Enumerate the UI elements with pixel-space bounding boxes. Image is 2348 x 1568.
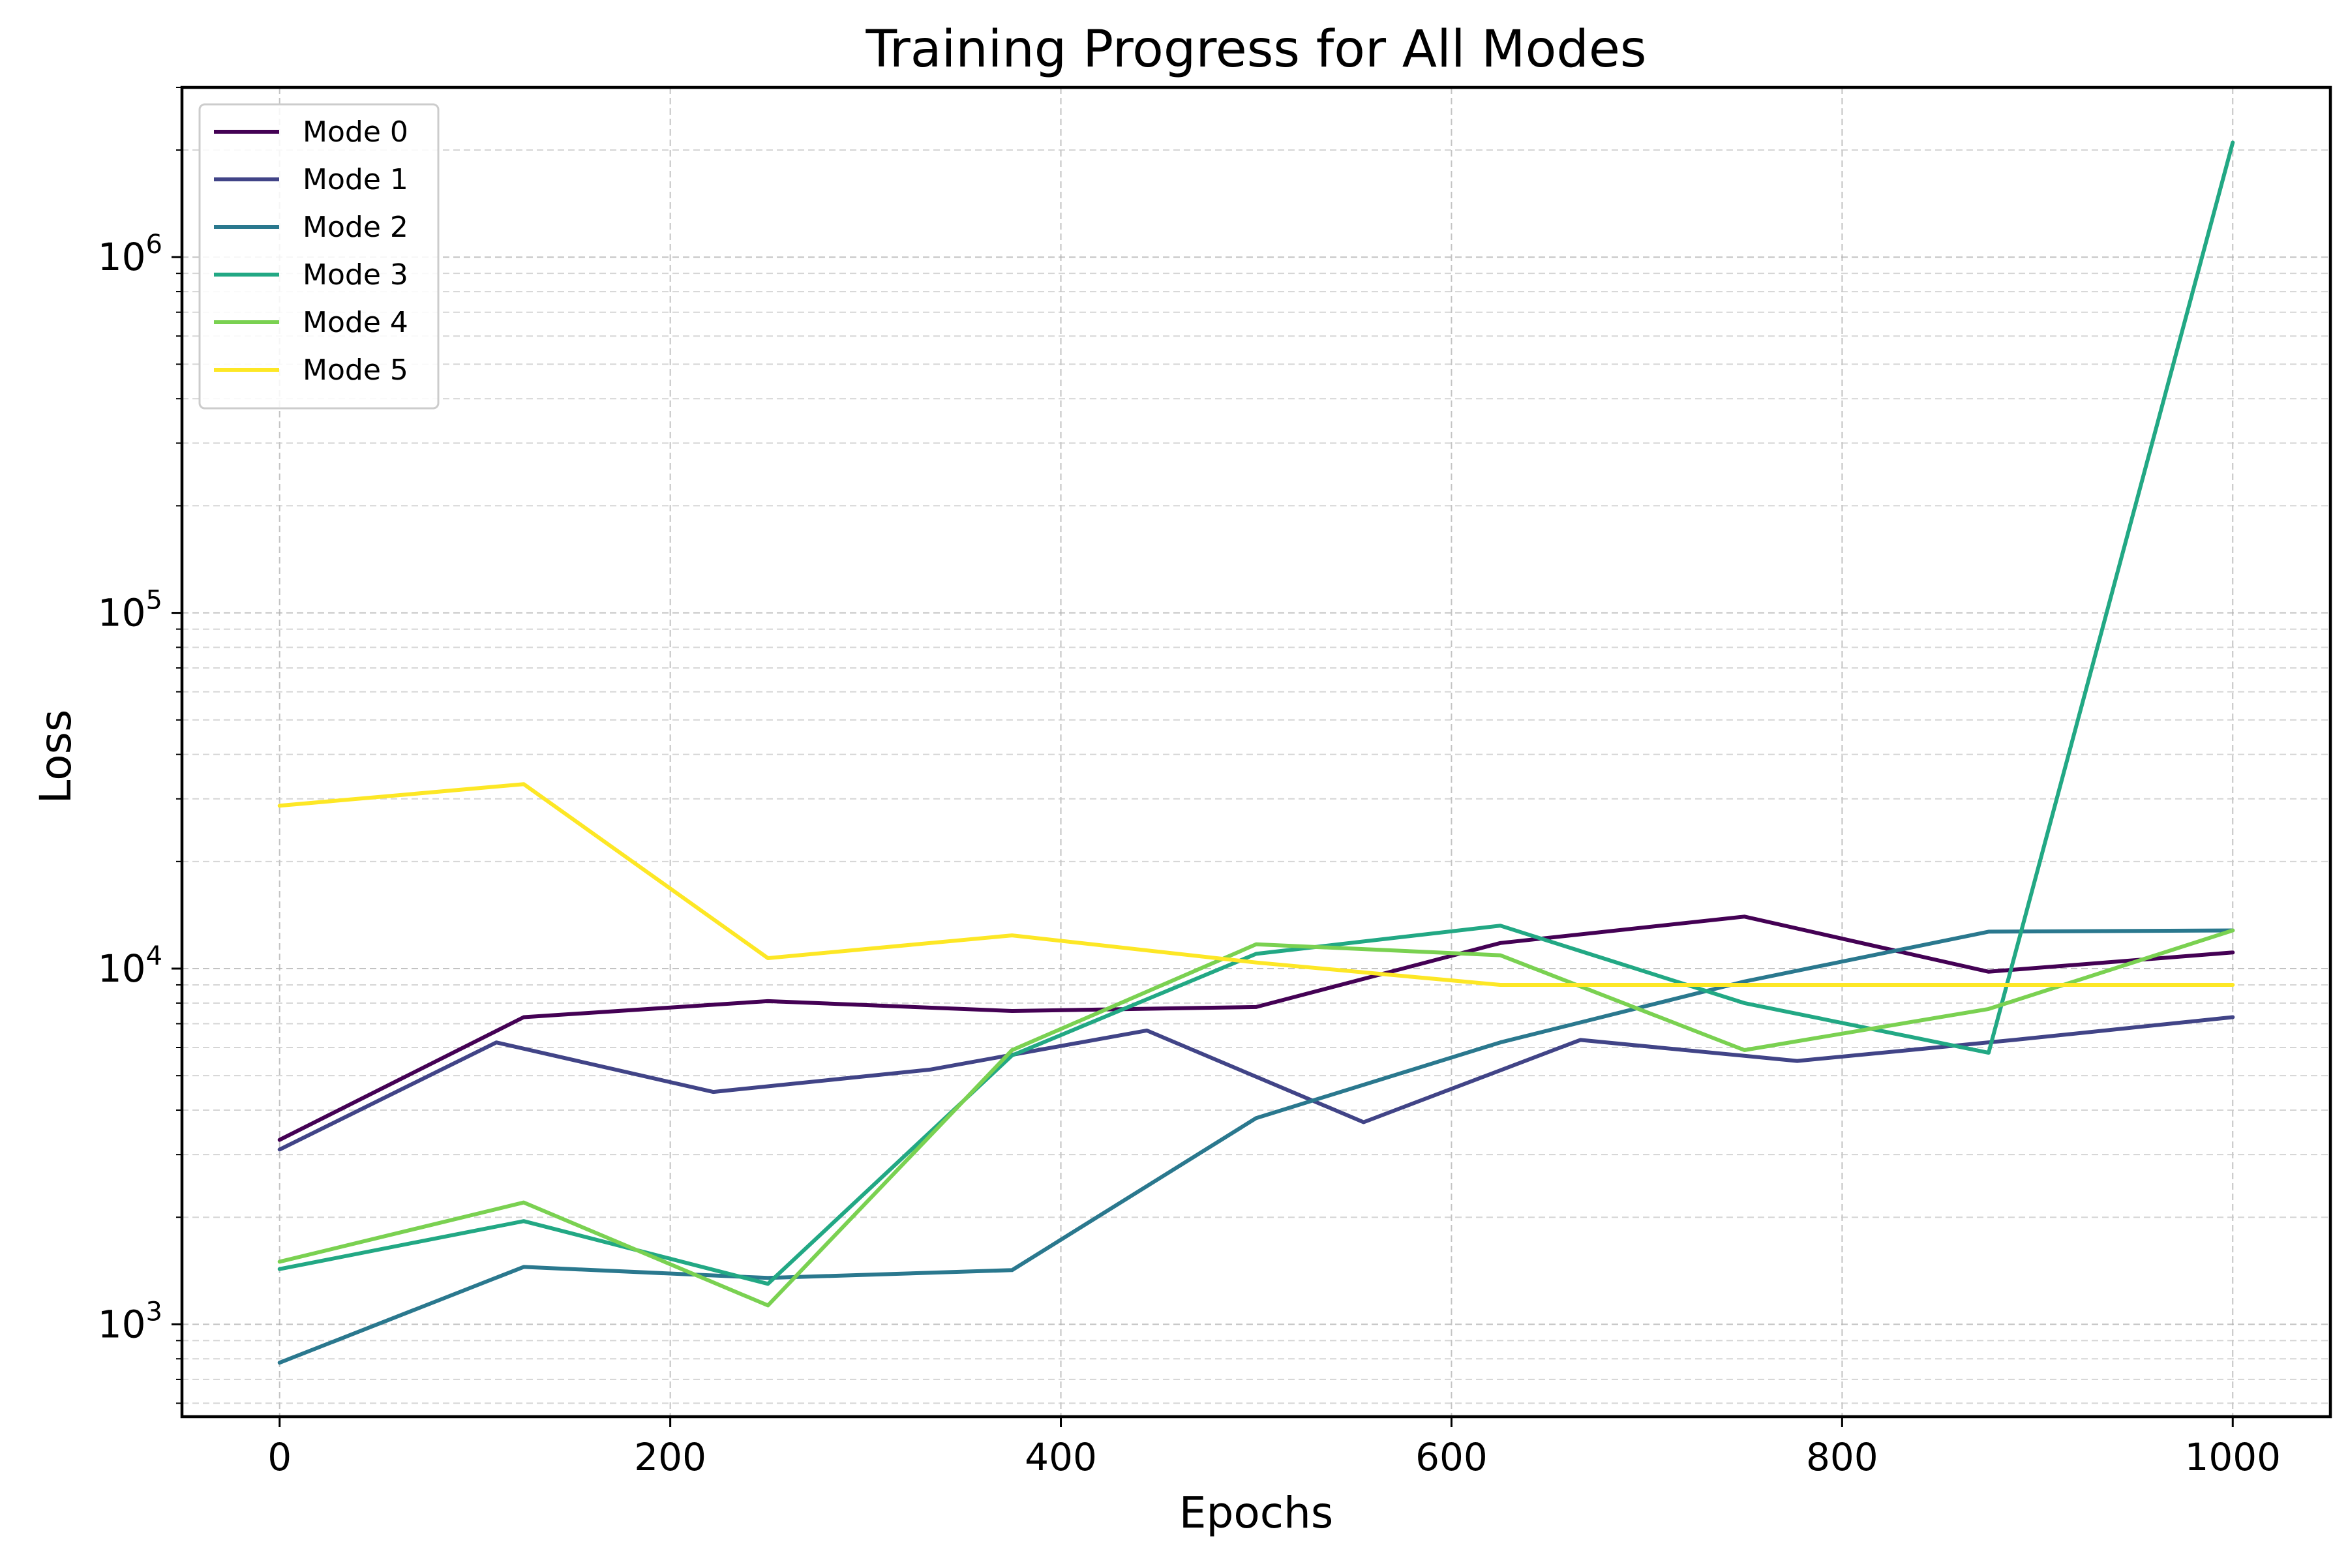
series-line-mode-5 [277, 782, 2235, 987]
x-tick-label: 1000 [2184, 1435, 2281, 1479]
y-axis-title: Loss [31, 710, 81, 804]
series-line-mode-1 [277, 1015, 2235, 1152]
x-tick-label: 200 [634, 1435, 706, 1479]
series-line-mode-4 [277, 928, 2235, 1308]
series-line-mode-2 [277, 928, 2235, 1365]
plot-frame [180, 85, 2332, 1419]
x-tick-label: 0 [267, 1435, 292, 1479]
legend-label: Mode 4 [303, 306, 408, 339]
x-axis-title: Epochs [1179, 1488, 1333, 1538]
series-lines [277, 140, 2235, 1365]
axis-ticks: 0 200 400 600 800 1000 103 104 105 106 [98, 87, 2281, 1479]
y-tick-label: 106 [98, 230, 162, 279]
series-line-mode-0 [277, 914, 2235, 1142]
y-tick-label: 103 [98, 1297, 162, 1346]
legend-label: Mode 5 [303, 354, 408, 387]
x-tick-label: 600 [1415, 1435, 1488, 1479]
x-tick-label: 800 [1806, 1435, 1878, 1479]
y-tick-label: 104 [98, 941, 162, 991]
series-line-mode-3 [277, 140, 2235, 1286]
x-tick-label: 400 [1025, 1435, 1097, 1479]
legend-label: Mode 0 [303, 115, 408, 149]
legend: Mode 0 Mode 1 Mode 2 Mode 3 Mode 4 Mode 5 [198, 103, 440, 410]
legend-label: Mode 3 [303, 258, 408, 292]
legend-label: Mode 2 [303, 211, 408, 244]
chart-title: Training Progress for All Modes [865, 20, 1647, 79]
y-tick-label: 105 [98, 586, 162, 635]
legend-label: Mode 1 [303, 163, 408, 196]
